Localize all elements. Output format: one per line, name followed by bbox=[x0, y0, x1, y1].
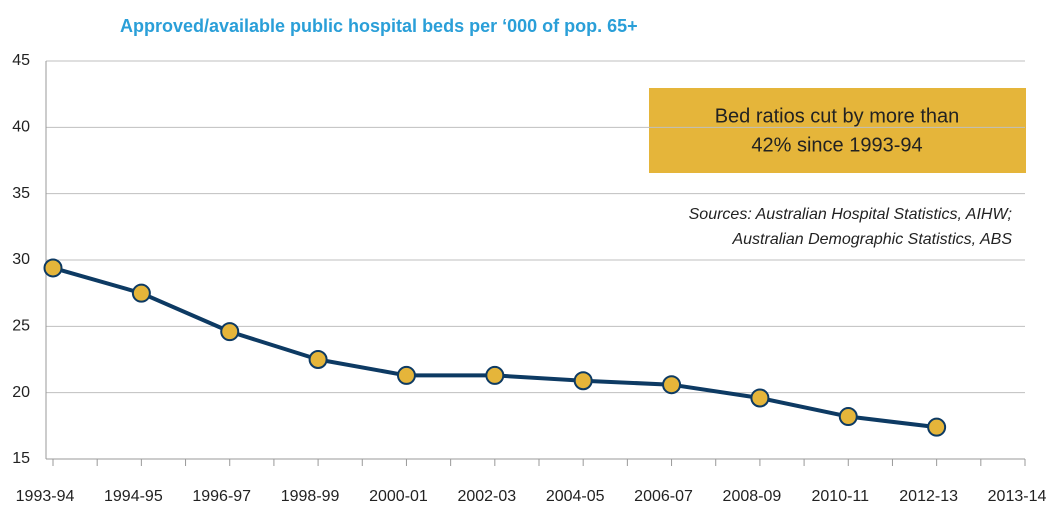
annotation: 42% since 1993-94 bbox=[751, 134, 922, 156]
y-tick-label: 40 bbox=[12, 119, 30, 136]
source: Sources: Australian Hospital Statistics,… bbox=[689, 206, 1012, 223]
x-tick-label: 1996-97 bbox=[192, 488, 251, 505]
x-tick-label: 2002-03 bbox=[457, 488, 516, 505]
y-tick-label: 45 bbox=[12, 52, 30, 69]
x-tick-label: 2008-09 bbox=[723, 488, 782, 505]
x-tick-label: 2006-07 bbox=[634, 488, 693, 505]
x-tick-label: 2010-11 bbox=[812, 488, 870, 505]
y-tick-label: 30 bbox=[12, 251, 30, 268]
x-tick-label: 2013-14 bbox=[988, 488, 1047, 505]
y-tick-label: 35 bbox=[12, 185, 30, 202]
x-tick-label: 2004-05 bbox=[546, 488, 605, 505]
marker bbox=[43, 258, 63, 278]
x-tick-label: 2000-01 bbox=[369, 488, 428, 505]
x-tick-label: 1998-99 bbox=[281, 488, 340, 505]
chart-title: Approved/available public hospital beds … bbox=[120, 16, 638, 36]
source: Australian Demographic Statistics, ABS bbox=[731, 231, 1012, 248]
marker bbox=[220, 322, 240, 342]
marker bbox=[131, 283, 151, 303]
annotation-box bbox=[649, 88, 1026, 173]
annotation: Bed ratios cut by more than bbox=[715, 105, 960, 127]
marker bbox=[485, 365, 505, 385]
marker bbox=[396, 365, 416, 385]
marker bbox=[838, 407, 858, 427]
marker bbox=[662, 375, 682, 395]
y-tick-label: 20 bbox=[12, 384, 30, 401]
y-tick-label: 25 bbox=[12, 318, 30, 335]
marker bbox=[927, 417, 947, 437]
line bbox=[52, 266, 937, 430]
marker bbox=[750, 388, 770, 408]
x-tick-label: 1993-94 bbox=[16, 488, 75, 505]
y-tick-label: 15 bbox=[12, 450, 30, 467]
marker bbox=[573, 371, 593, 391]
x-tick-label: 2012-13 bbox=[899, 488, 958, 505]
x-tick-label: 1994-95 bbox=[104, 488, 163, 505]
marker bbox=[308, 350, 328, 369]
